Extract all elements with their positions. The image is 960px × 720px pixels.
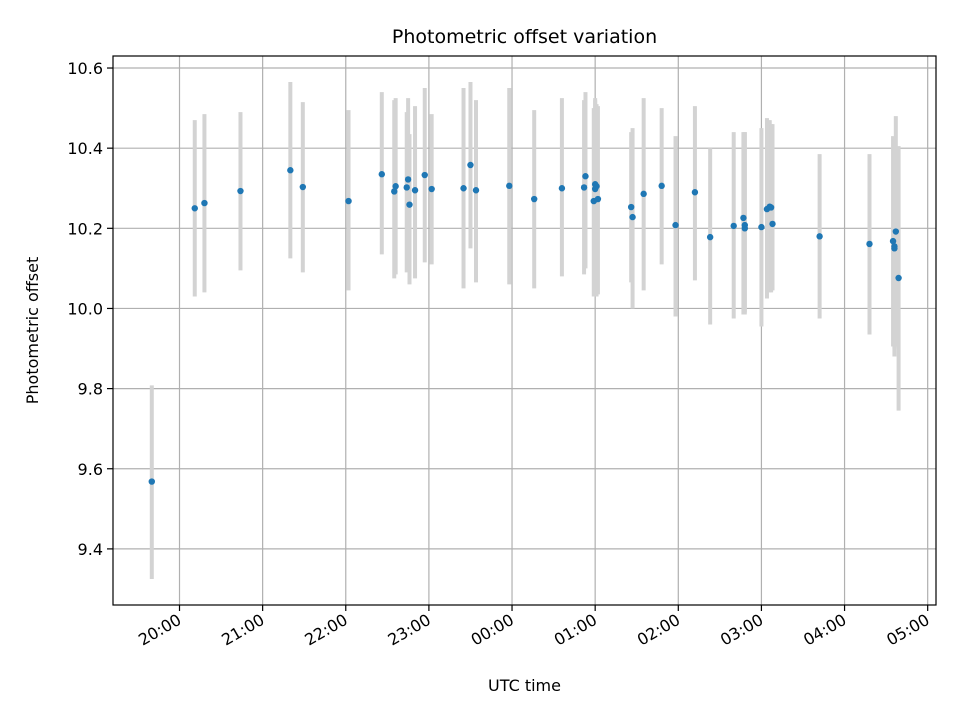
y-tick-label: 10.4 (67, 139, 103, 158)
data-points (148, 161, 902, 485)
data-point (404, 176, 412, 183)
data-point (421, 171, 428, 179)
data-point (580, 184, 588, 191)
y-tick-label: 9.4 (78, 540, 103, 559)
data-point (558, 185, 566, 192)
data-point (506, 182, 513, 190)
data-point (191, 205, 198, 212)
y-axis: 9.4 9.6 9.8 10.0 10.2 10.4 10.6 (67, 59, 113, 559)
data-point (392, 183, 399, 190)
data-point (889, 237, 897, 245)
y-tick-label: 9.6 (78, 460, 103, 479)
data-point (299, 183, 307, 191)
data-point (640, 190, 647, 198)
chart-title: Photometric offset variation (392, 26, 657, 48)
x-axis-label: UTC time (488, 676, 561, 695)
y-tick-label: 10.6 (67, 59, 103, 78)
data-point (892, 228, 900, 235)
y-tick-label: 10.0 (67, 299, 103, 318)
data-point (769, 220, 776, 228)
data-point (593, 183, 600, 190)
plot-frame (112, 55, 937, 606)
data-point (148, 478, 155, 485)
data-point (866, 240, 873, 248)
data-point (237, 187, 244, 195)
data-point (691, 189, 699, 196)
data-point (201, 199, 208, 207)
data-point (758, 223, 765, 231)
data-point (428, 185, 435, 193)
data-point (895, 274, 902, 282)
data-point (706, 233, 714, 241)
data-point (816, 233, 823, 240)
data-point (741, 225, 748, 232)
data-point (582, 173, 589, 180)
y-tick-label: 9.8 (78, 380, 103, 399)
data-point (287, 167, 294, 174)
y-axis-label: Photometric offset (23, 257, 42, 405)
data-point (658, 182, 665, 190)
y-tick-label: 10.2 (67, 219, 103, 238)
data-point (740, 214, 747, 222)
data-point (627, 203, 635, 211)
data-point (411, 187, 419, 194)
data-point (406, 201, 413, 208)
data-point (403, 184, 410, 191)
data-point (594, 195, 602, 203)
data-point (460, 185, 467, 192)
data-point (767, 204, 775, 211)
data-point (730, 222, 737, 230)
grid (113, 56, 936, 605)
data-point (378, 171, 385, 178)
data-point (472, 187, 480, 194)
data-point (467, 161, 474, 169)
data-point (672, 221, 679, 229)
data-point (391, 188, 398, 195)
data-point (530, 195, 538, 203)
data-point (345, 197, 352, 205)
data-point (891, 245, 898, 252)
data-point (629, 213, 636, 221)
